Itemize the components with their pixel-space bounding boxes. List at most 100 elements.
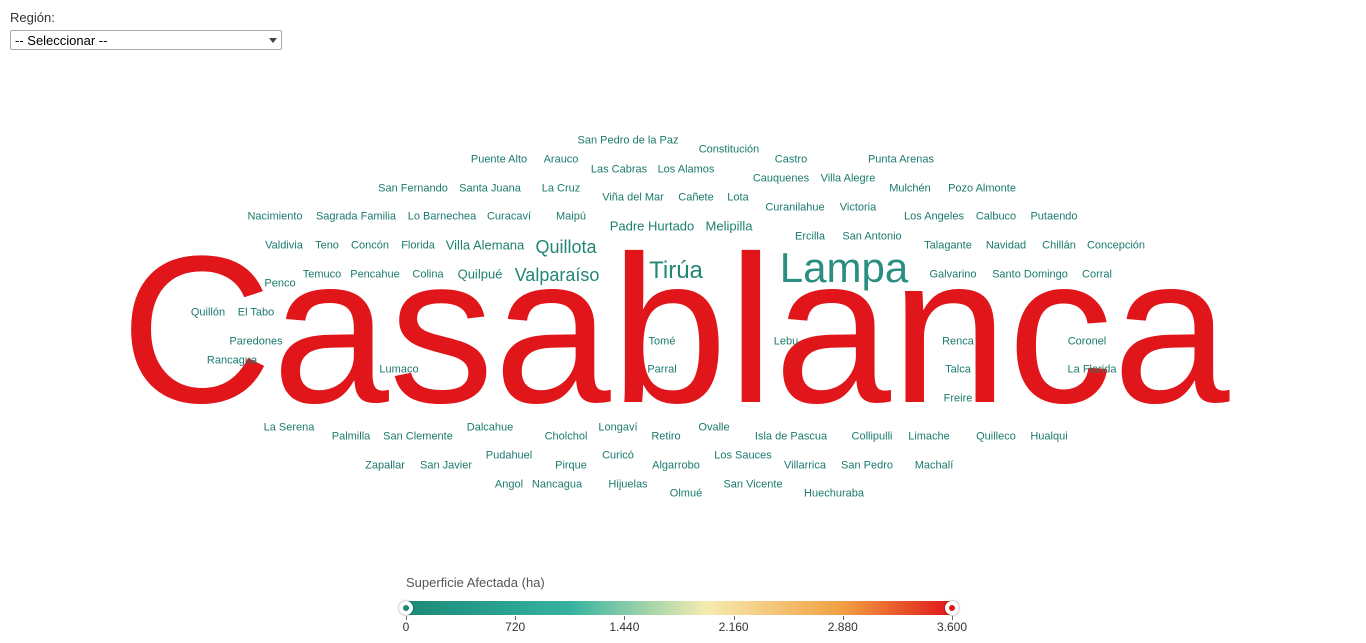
word-paredones[interactable]: Paredones	[229, 335, 283, 348]
word-renca[interactable]: Renca	[942, 335, 974, 348]
word-la-serena[interactable]: La Serena	[263, 421, 315, 434]
word-valdivia[interactable]: Valdivia	[265, 239, 303, 252]
word-los-sauces[interactable]: Los Sauces	[714, 449, 772, 462]
word-palmilla[interactable]: Palmilla	[331, 430, 371, 443]
word-calbuco[interactable]: Calbuco	[975, 210, 1017, 223]
word-quillota[interactable]: Quillota	[535, 237, 597, 257]
word-cauquenes[interactable]: Cauquenes	[752, 172, 810, 185]
word-villarrica[interactable]: Villarrica	[784, 459, 826, 472]
word-collipulli[interactable]: Collipulli	[851, 430, 893, 443]
word-mulchen[interactable]: Mulchén	[889, 182, 931, 195]
word-ovalle[interactable]: Ovalle	[698, 421, 730, 434]
word-hualqui[interactable]: Hualqui	[1030, 430, 1068, 443]
word-tome[interactable]: Tomé	[648, 335, 676, 348]
word-curanilahue[interactable]: Curanilahue	[765, 201, 825, 214]
word-penco[interactable]: Penco	[264, 277, 296, 290]
word-machali[interactable]: Machalí	[914, 459, 954, 472]
word-lo-barnechea[interactable]: Lo Barnechea	[407, 210, 477, 223]
word-casablanca[interactable]: Casablanca	[120, 212, 1230, 447]
word-lumaco[interactable]: Lumaco	[379, 363, 419, 376]
word-san-javier[interactable]: San Javier	[420, 459, 472, 472]
word-vina-del-mar[interactable]: Viña del Mar	[602, 191, 664, 204]
word-san-fernando[interactable]: San Fernando	[378, 182, 448, 195]
word-santa-juana[interactable]: Santa Juana	[459, 182, 521, 195]
legend-min-handle[interactable]	[399, 601, 413, 615]
word-puente-alto[interactable]: Puente Alto	[470, 153, 528, 166]
word-melipilla[interactable]: Melipilla	[705, 218, 753, 234]
word-cloud: Casablanca Lampa Tirúa Quillota Valparaíso Pa…	[120, 134, 1230, 500]
word-tirua[interactable]: Tirúa	[649, 257, 703, 284]
word-san-antonio[interactable]: San Antonio	[842, 230, 902, 243]
word-concon[interactable]: Concón	[351, 239, 389, 252]
word-curacavi[interactable]: Curacaví	[486, 210, 532, 223]
word-valparaiso[interactable]: Valparaíso	[514, 265, 600, 285]
word-pirque[interactable]: Pirque	[555, 459, 587, 472]
word-ercilla[interactable]: Ercilla	[795, 230, 825, 243]
word-limache[interactable]: Limache	[908, 430, 950, 443]
word-navidad[interactable]: Navidad	[985, 239, 1027, 252]
word-galvarino[interactable]: Galvarino	[929, 268, 977, 281]
word-victoria[interactable]: Victoria	[839, 201, 877, 214]
word-parral[interactable]: Parral	[647, 363, 677, 376]
word-el-tabo[interactable]: El Tabo	[237, 306, 275, 319]
word-los-alamos[interactable]: Los Alamos	[657, 163, 715, 176]
word-lampa[interactable]: Lampa	[779, 244, 909, 291]
word-pozo-almonte[interactable]: Pozo Almonte	[948, 182, 1016, 195]
word-quilleco[interactable]: Quilleco	[976, 430, 1016, 443]
word-hijuelas[interactable]: Hijuelas	[608, 478, 648, 491]
word-cholchol[interactable]: Cholchol	[544, 430, 588, 443]
word-olmue[interactable]: Olmué	[669, 487, 703, 500]
word-curico[interactable]: Curicó	[602, 449, 634, 462]
word-colina[interactable]: Colina	[412, 268, 444, 281]
legend-max-handle[interactable]	[945, 601, 959, 615]
word-nancagua[interactable]: Nancagua	[531, 478, 583, 491]
word-pencahue[interactable]: Pencahue	[350, 268, 400, 281]
word-arauco[interactable]: Arauco	[543, 153, 579, 166]
word-canete[interactable]: Cañete	[678, 191, 714, 204]
word-lebu[interactable]: Lebu	[773, 335, 799, 348]
word-dalcahue[interactable]: Dalcahue	[466, 421, 514, 434]
word-isla-de-pascua[interactable]: Isla de Pascua	[754, 430, 828, 443]
word-quilpue[interactable]: Quilpué	[457, 266, 503, 282]
word-san-pedro-de-la-paz[interactable]: San Pedro de la Paz	[577, 134, 679, 147]
word-la-cruz[interactable]: La Cruz	[541, 182, 581, 195]
word-coronel[interactable]: Coronel	[1067, 335, 1107, 348]
word-nacimiento[interactable]: Nacimiento	[247, 210, 303, 223]
word-talagante[interactable]: Talagante	[924, 239, 972, 252]
word-chillan[interactable]: Chillán	[1042, 239, 1076, 252]
word-castro[interactable]: Castro	[774, 153, 808, 166]
word-teno[interactable]: Teno	[315, 239, 339, 252]
word-temuco[interactable]: Temuco	[302, 268, 342, 281]
word-sagrada-familia[interactable]: Sagrada Familia	[315, 210, 397, 223]
word-lota[interactable]: Lota	[727, 191, 749, 204]
word-huechuraba[interactable]: Huechuraba	[804, 487, 864, 500]
word-concepcion[interactable]: Concepción	[1086, 239, 1146, 252]
word-florida[interactable]: Florida	[401, 239, 435, 252]
word-freire[interactable]: Freire	[943, 392, 973, 405]
word-algarrobo[interactable]: Algarrobo	[652, 459, 700, 472]
word-las-cabras[interactable]: Las Cabras	[590, 163, 648, 176]
region-select[interactable]: -- Seleccionar --	[10, 30, 282, 50]
word-maipu[interactable]: Maipú	[556, 210, 586, 223]
word-villa-alemana[interactable]: Villa Alemana	[445, 237, 525, 253]
word-talca[interactable]: Talca	[945, 363, 971, 376]
word-putaendo[interactable]: Putaendo	[1030, 210, 1078, 223]
word-los-angeles[interactable]: Los Angeles	[904, 210, 964, 223]
word-quillon[interactable]: Quillón	[190, 306, 226, 319]
word-longavi[interactable]: Longaví	[598, 421, 638, 434]
word-constitucion[interactable]: Constitución	[698, 143, 760, 156]
word-san-vicente[interactable]: San Vicente	[723, 478, 783, 491]
word-rancagua[interactable]: Rancagua	[206, 354, 258, 367]
word-san-clemente[interactable]: San Clemente	[383, 430, 453, 443]
word-san-pedro[interactable]: San Pedro	[841, 459, 893, 472]
word-villa-alegre[interactable]: Villa Alegre	[820, 172, 876, 185]
word-retiro[interactable]: Retiro	[651, 430, 681, 443]
word-santo-domingo[interactable]: Santo Domingo	[992, 268, 1068, 281]
word-padre-hurtado[interactable]: Padre Hurtado	[609, 218, 695, 234]
word-zapallar[interactable]: Zapallar	[365, 459, 405, 472]
word-angol[interactable]: Angol	[494, 478, 524, 491]
word-corral[interactable]: Corral	[1082, 268, 1112, 281]
word-punta-arenas[interactable]: Punta Arenas	[867, 153, 935, 166]
word-pudahuel[interactable]: Pudahuel	[485, 449, 533, 462]
word-la-florida[interactable]: La Florida	[1067, 363, 1117, 376]
